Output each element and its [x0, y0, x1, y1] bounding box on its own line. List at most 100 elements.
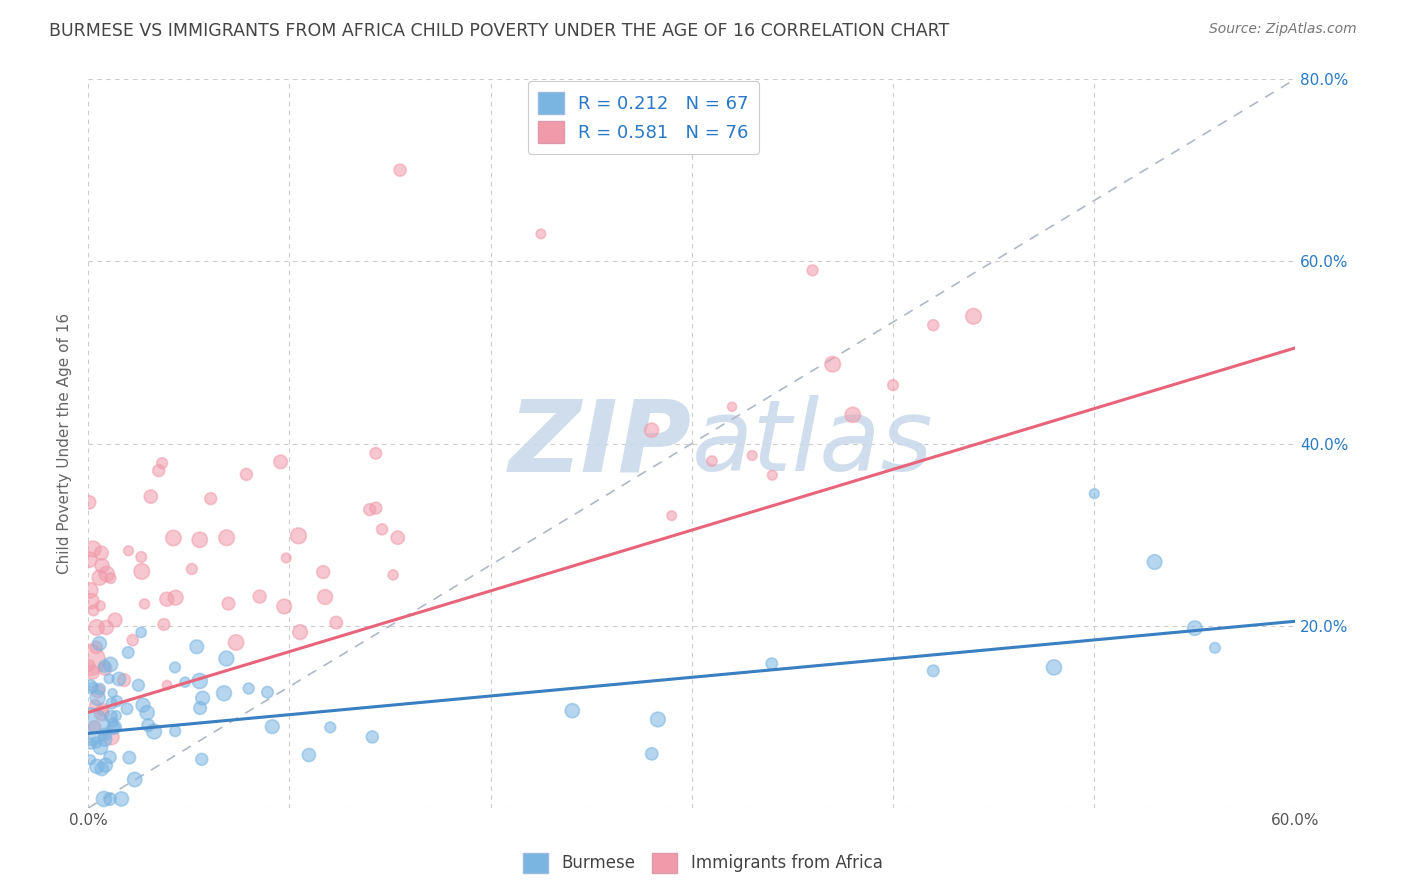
- Point: [89, 740, 111, 755]
- Point: [87, 684, 110, 698]
- Point: [94, 732, 117, 747]
- Point: [153, 617, 176, 632]
- Point: [79, 583, 101, 598]
- Point: [721, 400, 744, 414]
- Point: [84, 698, 107, 712]
- Point: [387, 531, 409, 545]
- Point: [77, 658, 100, 673]
- Point: [100, 709, 122, 723]
- Point: [86, 690, 108, 705]
- Point: [80, 594, 103, 608]
- Point: [262, 720, 284, 734]
- Point: [79, 653, 101, 667]
- Point: [1083, 486, 1105, 500]
- Point: [217, 597, 239, 611]
- Point: [129, 625, 152, 640]
- Point: [77, 495, 100, 509]
- Point: [79, 753, 101, 767]
- Point: [273, 599, 295, 614]
- Point: [96, 620, 118, 634]
- Point: [131, 565, 153, 579]
- Point: [1143, 555, 1166, 569]
- Point: [174, 675, 197, 690]
- Point: [89, 636, 111, 650]
- Point: [162, 531, 184, 545]
- Point: [215, 531, 238, 545]
- Point: [325, 615, 347, 630]
- Point: [90, 546, 112, 560]
- Point: [761, 657, 783, 671]
- Point: [101, 686, 124, 700]
- Point: [188, 533, 211, 547]
- Point: [661, 508, 683, 523]
- Point: [148, 464, 170, 478]
- Point: [89, 599, 111, 613]
- Point: [801, 263, 824, 277]
- Point: [314, 590, 336, 604]
- Point: [110, 792, 132, 806]
- Point: [382, 568, 405, 582]
- Point: [136, 718, 159, 732]
- Point: [100, 657, 122, 672]
- Point: [156, 678, 179, 692]
- Point: [1204, 640, 1226, 655]
- Point: [98, 750, 121, 764]
- Point: [389, 163, 412, 178]
- Point: [134, 597, 156, 611]
- Point: [741, 449, 763, 463]
- Point: [121, 633, 143, 648]
- Point: [112, 673, 135, 687]
- Point: [91, 558, 114, 573]
- Point: [91, 702, 114, 716]
- Point: [82, 665, 104, 680]
- Point: [700, 454, 723, 468]
- Point: [186, 640, 208, 654]
- Point: [256, 685, 278, 699]
- Point: [200, 491, 222, 506]
- Point: [287, 529, 309, 543]
- Point: [180, 562, 202, 576]
- Point: [105, 694, 128, 708]
- Point: [1184, 621, 1206, 635]
- Point: [129, 549, 152, 564]
- Point: [104, 720, 127, 734]
- Point: [143, 724, 166, 739]
- Point: [90, 706, 112, 721]
- Point: [89, 571, 111, 585]
- Point: [86, 735, 108, 749]
- Point: [93, 792, 115, 806]
- Point: [640, 423, 662, 437]
- Point: [188, 701, 211, 715]
- Point: [761, 468, 783, 483]
- Point: [647, 713, 669, 727]
- Point: [238, 681, 260, 696]
- Point: [212, 686, 235, 700]
- Point: [98, 792, 121, 806]
- Point: [225, 635, 247, 649]
- Point: [191, 691, 214, 706]
- Point: [136, 706, 159, 720]
- Point: [83, 720, 105, 734]
- Point: [104, 613, 127, 627]
- Point: [89, 681, 111, 696]
- Point: [118, 750, 141, 764]
- Text: ZIP: ZIP: [509, 395, 692, 492]
- Point: [100, 730, 122, 744]
- Point: [312, 565, 335, 579]
- Point: [165, 724, 187, 739]
- Point: [156, 592, 179, 607]
- Point: [359, 502, 381, 516]
- Point: [561, 704, 583, 718]
- Point: [103, 715, 125, 730]
- Point: [82, 603, 104, 617]
- Point: [215, 651, 238, 665]
- Legend: Burmese, Immigrants from Africa: Burmese, Immigrants from Africa: [517, 847, 889, 880]
- Point: [94, 727, 117, 741]
- Point: [165, 591, 187, 605]
- Point: [842, 408, 865, 422]
- Point: [82, 541, 104, 556]
- Point: [93, 659, 115, 673]
- Point: [90, 762, 112, 776]
- Point: [249, 590, 271, 604]
- Point: [117, 543, 139, 558]
